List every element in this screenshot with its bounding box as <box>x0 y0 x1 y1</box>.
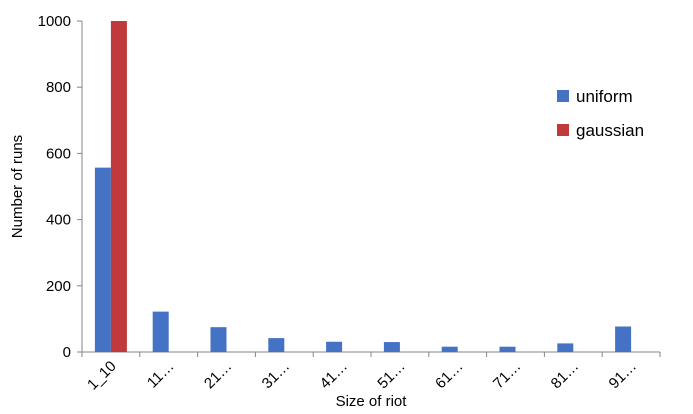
x-axis-title: Size of riot <box>336 393 408 410</box>
bar-uniform-8 <box>557 343 574 352</box>
y-tick-label: 1000 <box>38 13 71 30</box>
bar-uniform-1 <box>152 311 169 352</box>
bar-gaussian-0 <box>110 21 127 352</box>
bars <box>94 21 632 352</box>
legend-swatch-gaussian <box>557 124 569 136</box>
y-tick-label: 200 <box>46 278 71 295</box>
x-tick-label: 31… <box>259 358 293 392</box>
x-tick-label: 91… <box>606 358 640 392</box>
x-tick-label: 81… <box>548 358 582 392</box>
bar-uniform-9 <box>615 326 632 352</box>
y-tick-label: 600 <box>46 145 71 162</box>
x-tick-label: 1_10 <box>84 358 120 394</box>
bar-uniform-2 <box>210 327 227 352</box>
x-tick-label: 61… <box>432 358 466 392</box>
bar-uniform-3 <box>268 338 285 352</box>
x-tick-label: 41… <box>317 358 351 392</box>
y-tick-label: 400 <box>46 212 71 229</box>
x-tick-label: 11… <box>144 358 178 392</box>
y-ticks: 0 200 400 600 800 1000 <box>38 13 82 361</box>
legend-label-gaussian: gaussian <box>576 121 644 140</box>
bar-uniform-0 <box>94 167 111 352</box>
y-axis-title: Number of runs <box>9 135 26 238</box>
axes <box>81 21 660 353</box>
y-tick-label: 0 <box>63 344 71 361</box>
y-tick-label: 800 <box>46 79 71 96</box>
x-ticks: 1_10 11… 21… 31… 41… 51… 61… 71… 81… 91… <box>81 352 661 394</box>
bar-uniform-5 <box>383 342 400 352</box>
legend: uniform gaussian <box>557 87 644 140</box>
x-tick-label: 51… <box>374 358 408 392</box>
bar-uniform-6 <box>441 346 458 352</box>
bar-uniform-4 <box>326 341 343 352</box>
legend-swatch-uniform <box>557 90 569 102</box>
x-tick-label: 21… <box>201 358 235 392</box>
x-tick-label: 71… <box>490 358 524 392</box>
legend-label-uniform: uniform <box>576 87 633 106</box>
bar-uniform-7 <box>499 346 516 352</box>
